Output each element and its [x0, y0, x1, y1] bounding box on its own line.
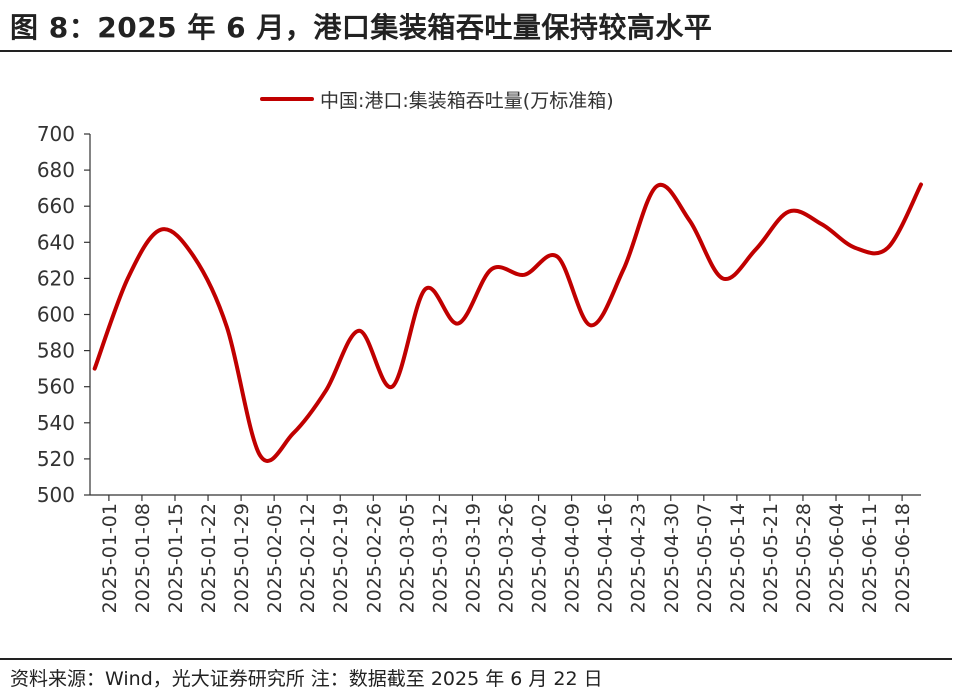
y-tick-label: 660 [37, 194, 75, 218]
x-tick-label: 2025-05-14 [727, 503, 749, 613]
y-tick-label: 640 [37, 230, 75, 254]
page-title: 图 8：2025 年 6 月，港口集装箱吞吐量保持较高水平 [10, 11, 713, 44]
data-point [291, 432, 295, 436]
x-tick-label: 2025-04-09 [562, 503, 584, 613]
data-point [655, 184, 659, 188]
legend-label: 中国:港口:集装箱吞吐量(万标准箱) [320, 90, 614, 112]
data-point [522, 273, 526, 277]
data-point [820, 222, 824, 226]
data-point [192, 255, 196, 259]
data-point [688, 219, 692, 223]
data-point [390, 385, 394, 389]
data-point [93, 367, 97, 371]
x-tick-label: 2025-05-28 [793, 503, 815, 613]
data-point [886, 246, 890, 250]
x-tick-label: 2025-02-19 [330, 503, 352, 613]
series-line [92, 182, 923, 463]
data-point [225, 325, 229, 329]
y-tick-label: 580 [37, 339, 75, 363]
data-point [423, 287, 427, 291]
y-tick-label: 520 [37, 447, 75, 471]
source-note: 资料来源：Wind，光大证券研究所 注：数据截至 2025 年 6 月 22 日 [10, 668, 603, 690]
x-tick-label: 2025-01-01 [99, 503, 121, 613]
data-point [754, 248, 758, 252]
y-axis: 500 520 540 560 580 600 620 640 660 680 700 [37, 122, 90, 507]
x-tick-label: 2025-04-16 [595, 503, 617, 613]
y-tick-label: 500 [37, 483, 75, 507]
legend: 中国:港口:集装箱吞吐量(万标准箱) [260, 90, 614, 112]
data-point [853, 246, 857, 250]
x-tick-label: 2025-04-02 [529, 503, 551, 613]
x-tick-label: 2025-06-11 [859, 503, 881, 613]
data-point [588, 323, 592, 327]
data-point [787, 210, 791, 214]
x-tick-label: 2025-04-30 [661, 503, 683, 613]
data-point [324, 388, 328, 392]
data-point [126, 276, 130, 280]
x-tick-label: 2025-06-04 [826, 503, 848, 613]
x-tick-label: 2025-01-29 [231, 503, 253, 613]
y-tick-label: 620 [37, 266, 75, 290]
data-point [456, 322, 460, 326]
x-tick-label: 2025-04-23 [628, 503, 650, 613]
data-point [357, 329, 361, 333]
x-tick-label: 2025-05-21 [760, 503, 782, 613]
title-divider [0, 50, 952, 52]
x-tick-label: 2025-01-22 [198, 503, 220, 613]
y-tick-label: 680 [37, 158, 75, 182]
series-points [93, 183, 923, 458]
x-axis: 2025-01-01 2025-01-08 2025-01-15 2025-01-22… [99, 495, 914, 613]
x-tick-label: 2025-03-05 [396, 503, 418, 613]
data-point [555, 255, 559, 259]
x-tick-label: 2025-02-12 [297, 503, 319, 613]
data-point [489, 267, 493, 271]
data-point [721, 276, 725, 280]
data-point [622, 267, 626, 271]
x-tick-label: 2025-05-07 [694, 503, 716, 613]
x-tick-label: 2025-02-26 [363, 503, 385, 613]
x-tick-label: 2025-02-05 [264, 503, 286, 613]
x-tick-label: 2025-03-19 [462, 503, 484, 613]
y-tick-label: 600 [37, 303, 75, 327]
x-tick-label: 2025-03-12 [429, 503, 451, 613]
y-tick-label: 700 [37, 122, 75, 146]
data-point [258, 453, 262, 457]
x-tick-label: 2025-06-18 [892, 503, 914, 613]
data-point [159, 228, 163, 232]
y-tick-label: 560 [37, 375, 75, 399]
y-tick-label: 540 [37, 411, 75, 435]
x-tick-label: 2025-01-08 [132, 503, 154, 613]
x-tick-label: 2025-01-15 [165, 503, 187, 613]
data-point [919, 183, 923, 187]
x-tick-label: 2025-03-26 [496, 503, 518, 613]
footer-divider [0, 658, 952, 660]
